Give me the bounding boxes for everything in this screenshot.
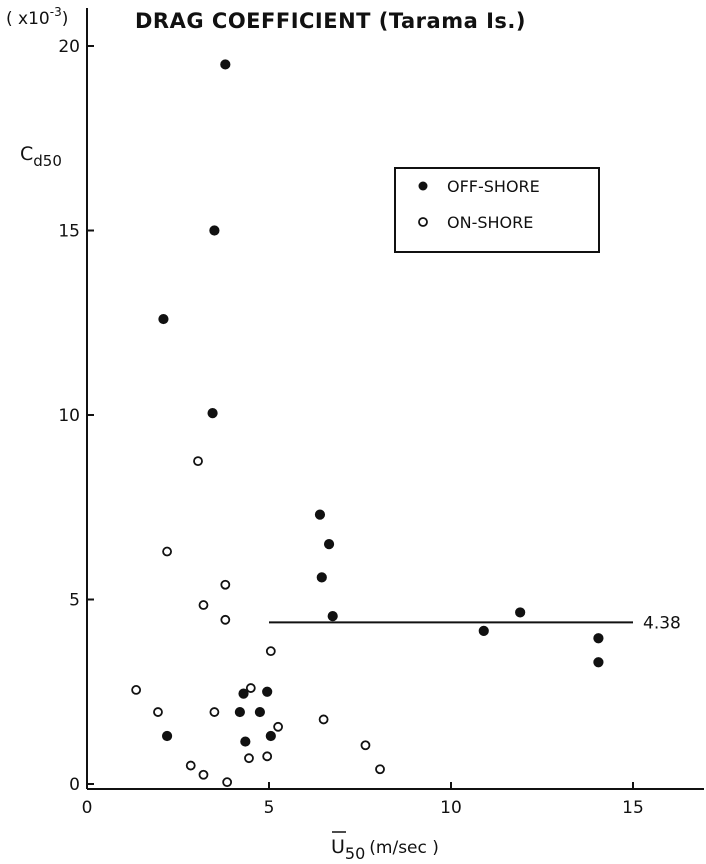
y-tick-label: 10 [58, 406, 80, 426]
onshore-point [318, 714, 329, 725]
offshore-point [238, 688, 249, 699]
onshore-point [273, 721, 284, 732]
onshore-point [198, 600, 209, 610]
legend-onshore-label: ON-SHORE [447, 213, 533, 232]
onshore-point [244, 753, 254, 764]
chart-title: DRAG COEFFICIENT (Tarama Is.) [135, 9, 526, 33]
x-axis-label-main: U [331, 836, 345, 858]
offshore-point [323, 539, 335, 550]
mean-reference-label: 4.38 [643, 613, 681, 633]
legend-box [394, 167, 600, 253]
offshore-point [207, 408, 218, 419]
onshore-point [375, 764, 385, 775]
onshore-point [193, 456, 203, 467]
y-tick-label: 20 [58, 37, 80, 57]
offshore-point [515, 607, 526, 618]
offshore-point [314, 509, 326, 520]
offshore-point [240, 736, 251, 747]
onshore-point [185, 760, 196, 771]
offshore-point [254, 706, 265, 718]
offshore-point [316, 572, 327, 583]
data-points [131, 59, 604, 788]
legend: OFF-SHORE ON-SHORE [394, 167, 600, 253]
onshore-point [265, 646, 276, 657]
x-tick-label: 15 [622, 798, 644, 818]
onshore-point [220, 614, 231, 625]
onshore-point [220, 579, 231, 590]
y-tick-label: 15 [58, 222, 80, 242]
y-axis-label-subscript: d50 [33, 152, 62, 170]
onshore-point [153, 707, 163, 717]
offshore-point [158, 313, 169, 325]
y-scale-exponent: -3 [50, 5, 62, 19]
onshore-point [360, 740, 371, 751]
y-scale-note: ( x10 [6, 9, 50, 29]
y-tick-label: 0 [69, 775, 80, 795]
onshore-point [262, 751, 273, 762]
x-axis-label: U50 (m/sec ) [331, 836, 439, 863]
onshore-point [245, 683, 256, 693]
offshore-point [220, 59, 231, 70]
y-axis-label-main: C [20, 143, 33, 165]
x-tick-label: 10 [440, 798, 462, 818]
y-scale-factor: ( x10-3) [6, 5, 68, 29]
legend-offshore-marker [418, 181, 428, 191]
y-axis-label: Cd50 [20, 143, 62, 170]
x-tick-label: 0 [82, 798, 93, 818]
onshore-point [131, 685, 142, 695]
offshore-point [327, 611, 338, 622]
onshore-point [162, 546, 172, 557]
legend-offshore-label: OFF-SHORE [447, 177, 540, 196]
offshore-point [265, 730, 276, 742]
x-ticks: 0 5 10 15 [82, 782, 644, 818]
offshore-point [161, 730, 173, 742]
y-ticks: 0 5 10 15 20 [58, 37, 94, 795]
onshore-point [222, 777, 233, 788]
onshore-point [198, 769, 209, 780]
offshore-point [209, 225, 220, 236]
offshore-point [262, 686, 273, 697]
onshore-point [209, 707, 220, 717]
x-axis-label-unit: (m/sec ) [369, 838, 439, 858]
y-scale-close: ) [62, 9, 69, 29]
y-tick-label: 5 [69, 591, 80, 611]
offshore-point [593, 633, 604, 644]
offshore-point [478, 625, 489, 636]
offshore-point [234, 706, 245, 718]
x-tick-label: 5 [264, 798, 275, 818]
x-axis-label-subscript: 50 [345, 844, 365, 863]
legend-onshore-marker [418, 217, 428, 227]
offshore-point [593, 657, 604, 668]
